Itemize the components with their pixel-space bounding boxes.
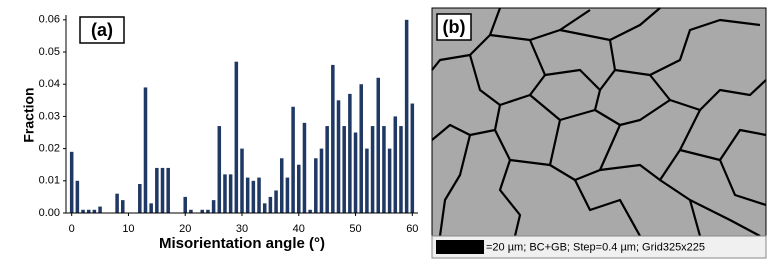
- panel-label: (a): [91, 20, 113, 40]
- grain-boundary: [689, 199, 761, 237]
- bar: [223, 174, 227, 213]
- bar: [325, 126, 329, 213]
- bar: [98, 206, 102, 213]
- bar: [211, 200, 216, 213]
- bar: [245, 177, 250, 213]
- x-tick-label: 10: [122, 223, 134, 235]
- grain-boundary: [549, 124, 622, 182]
- x-axis-label: Misorientation angle (°): [159, 235, 325, 252]
- bar: [387, 148, 392, 213]
- bar: [160, 167, 165, 213]
- micrograph: [431, 7, 767, 237]
- bar: [376, 77, 381, 213]
- y-tick-label: 0.03: [39, 110, 60, 122]
- micrograph-background: [432, 8, 766, 236]
- y-tick-label: 0.06: [39, 14, 60, 26]
- bar: [268, 196, 273, 213]
- grain-boundary: [529, 68, 602, 122]
- bar: [359, 84, 363, 213]
- grain-boundary: [494, 119, 562, 167]
- y-axis-label: Fraction: [21, 87, 37, 142]
- bar: [149, 203, 153, 213]
- bar: [138, 184, 142, 213]
- grain-boundary: [718, 159, 767, 207]
- y-tick-label: 0.02: [39, 143, 60, 155]
- bar: [183, 196, 187, 213]
- panel-label-box: [79, 16, 125, 44]
- y-tick-label: 0.01: [39, 175, 60, 187]
- bar: [143, 87, 148, 213]
- bar: [81, 209, 85, 213]
- bar: [370, 126, 375, 213]
- grain-boundary: [614, 18, 761, 77]
- bar: [319, 148, 324, 213]
- x-tick-label: 20: [179, 223, 191, 235]
- bar: [262, 203, 267, 213]
- grain-boundary: [489, 9, 591, 42]
- bar: [393, 116, 398, 213]
- bar: [92, 209, 97, 213]
- bar: [217, 126, 222, 213]
- bar: [365, 148, 369, 213]
- bar: [279, 158, 284, 213]
- x-tick-label: 0: [69, 223, 75, 235]
- y-tick-label: 0.00: [39, 207, 60, 219]
- bar: [155, 167, 159, 213]
- bar: [308, 209, 312, 213]
- bar: [228, 174, 233, 213]
- bar: [404, 19, 409, 213]
- x-tick-label: 40: [293, 223, 305, 235]
- bar: [348, 93, 352, 213]
- panel-label: (b): [443, 17, 466, 37]
- grain-boundary: [679, 128, 767, 162]
- bar: [166, 167, 170, 213]
- grain-boundary: [574, 179, 641, 237]
- bar: [251, 180, 256, 213]
- bar: [336, 100, 341, 213]
- bar: [331, 64, 335, 213]
- panel-label-box: [436, 13, 472, 41]
- bar: [399, 126, 403, 213]
- caption-bar: [431, 235, 767, 259]
- bar: [121, 200, 125, 213]
- x-tick-label: 60: [406, 223, 418, 235]
- bar: [297, 164, 301, 213]
- bar: [285, 177, 290, 213]
- caption: =20 µm; BC+GB; Step=0.4 µm; Grid325x225: [486, 241, 705, 253]
- bar: [206, 209, 210, 213]
- grain-boundary: [438, 134, 472, 237]
- bar: [115, 193, 119, 213]
- bar: [257, 177, 261, 213]
- bar: [200, 209, 205, 213]
- bar: [234, 61, 239, 214]
- grain-boundary: [498, 159, 522, 237]
- bar: [314, 158, 318, 213]
- grain-boundary: [594, 99, 671, 127]
- scale-bar: [436, 240, 484, 254]
- y-tick-label: 0.05: [39, 46, 60, 58]
- bar: [302, 122, 307, 213]
- bar: [189, 209, 193, 213]
- y-tick-label: 0.04: [39, 78, 60, 90]
- x-tick-label: 30: [236, 223, 248, 235]
- grain-boundary: [499, 39, 547, 107]
- bar: [353, 132, 358, 213]
- bar: [75, 180, 80, 213]
- bar: [410, 103, 415, 213]
- x-tick-label: 50: [349, 223, 361, 235]
- bar: [274, 190, 278, 213]
- bar: [382, 126, 386, 213]
- bar: [240, 148, 244, 213]
- bar: [291, 106, 295, 213]
- bar: [342, 126, 346, 213]
- bar: [86, 209, 91, 213]
- bar: [69, 151, 74, 213]
- grain-boundary: [649, 74, 767, 112]
- grain-boundary: [559, 7, 661, 42]
